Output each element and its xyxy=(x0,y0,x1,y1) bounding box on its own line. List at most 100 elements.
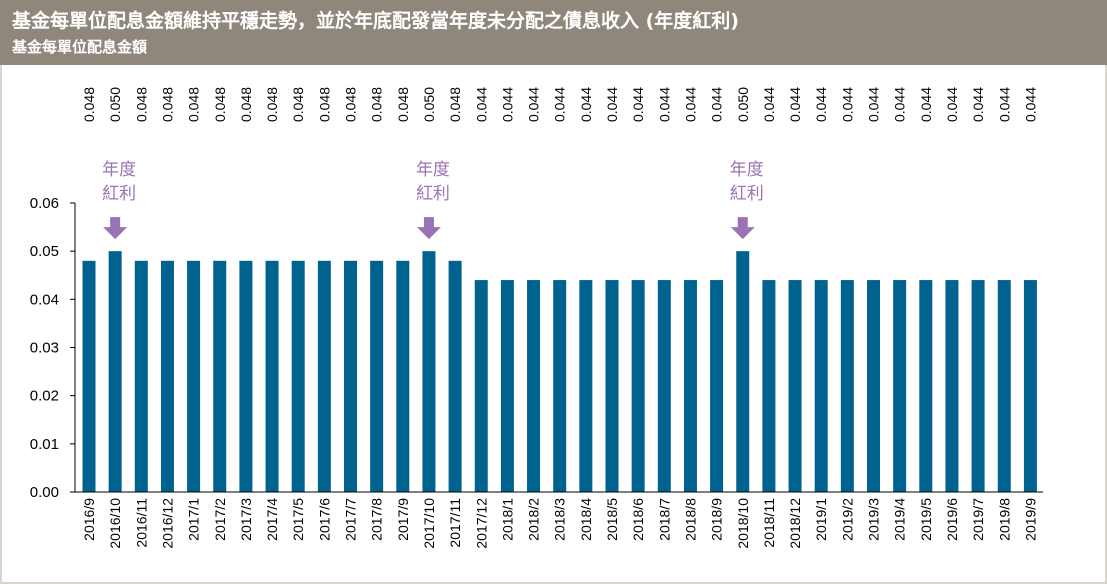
annotation-label: 年度 xyxy=(102,160,136,179)
x-tick-label: 2019/2 xyxy=(839,498,855,541)
bar xyxy=(527,280,541,492)
data-label: 0.044 xyxy=(1022,87,1038,122)
x-tick-label: 2019/5 xyxy=(918,498,934,541)
down-arrow-icon xyxy=(416,217,441,240)
x-tick-label: 2017/10 xyxy=(421,498,437,549)
x-tick-label: 2016/12 xyxy=(159,498,175,549)
data-label: 0.044 xyxy=(604,87,620,122)
data-label: 0.044 xyxy=(970,87,986,122)
x-tick-label: 2017/4 xyxy=(264,498,280,541)
y-tick-label: 0.04 xyxy=(30,291,59,308)
x-tick-label: 2017/8 xyxy=(369,498,385,541)
bar xyxy=(82,260,96,492)
data-label: 0.044 xyxy=(578,87,594,122)
data-label: 0.044 xyxy=(473,87,489,122)
x-tick-label: 2019/7 xyxy=(970,498,986,541)
data-label: 0.048 xyxy=(316,87,332,122)
data-label: 0.044 xyxy=(526,87,542,122)
bar xyxy=(631,280,645,492)
data-label: 0.048 xyxy=(81,87,97,122)
bar xyxy=(448,260,462,492)
data-label: 0.048 xyxy=(447,87,463,122)
x-tick-label: 2016/10 xyxy=(107,498,123,549)
down-arrow-icon xyxy=(730,217,755,240)
bar xyxy=(396,260,410,492)
data-label: 0.048 xyxy=(159,87,175,122)
x-tick-label: 2018/1 xyxy=(499,498,515,541)
bar xyxy=(474,280,488,492)
data-label: 0.044 xyxy=(918,87,934,122)
bar xyxy=(187,260,201,492)
x-tick-label: 2019/9 xyxy=(1022,498,1038,541)
bar xyxy=(945,280,959,492)
x-tick-label: 2019/6 xyxy=(944,498,960,541)
bar xyxy=(317,260,331,492)
bar xyxy=(579,280,593,492)
bar xyxy=(683,280,697,492)
bar xyxy=(605,280,619,492)
bar xyxy=(134,260,148,492)
data-label: 0.044 xyxy=(552,87,568,122)
data-label: 0.044 xyxy=(682,87,698,122)
data-label: 0.044 xyxy=(839,87,855,122)
bar xyxy=(867,280,880,492)
data-label: 0.044 xyxy=(813,87,829,122)
bar xyxy=(422,251,436,492)
data-label: 0.048 xyxy=(369,87,385,122)
x-tick-label: 2017/2 xyxy=(212,498,228,541)
data-label: 0.044 xyxy=(630,87,646,122)
annotation-label: 紅利 xyxy=(730,184,764,203)
bar xyxy=(814,280,828,492)
bar-chart: 0.00 0.01 0.02 0.03 0.04 0.05 0.06 2016/9 2016/1… xyxy=(30,87,1043,549)
bar xyxy=(736,251,750,492)
bar xyxy=(239,260,253,492)
x-tick-label: 2017/6 xyxy=(316,498,332,541)
data-label: 0.048 xyxy=(212,87,228,122)
data-label: 0.048 xyxy=(133,87,149,122)
data-label: 0.048 xyxy=(343,87,359,122)
bar xyxy=(553,280,567,492)
y-tick-label: 0.06 xyxy=(30,195,59,212)
x-tick-label: 2018/2 xyxy=(526,498,542,541)
x-tick-label: 2016/11 xyxy=(133,498,149,548)
x-tick-label: 2017/11 xyxy=(447,498,463,548)
bar xyxy=(971,280,985,492)
chart-subtitle: 基金每單位配息金額 xyxy=(12,38,148,56)
x-tick-label: 2018/3 xyxy=(552,498,568,541)
bar xyxy=(762,280,776,492)
data-label: 0.050 xyxy=(421,87,437,122)
bar xyxy=(344,260,357,492)
bar xyxy=(710,280,724,492)
data-label: 0.048 xyxy=(290,87,306,122)
chart-panel: 0.00 0.01 0.02 0.03 0.04 0.05 0.06 2016/9 2016/1… xyxy=(0,65,1107,584)
bar xyxy=(370,260,384,492)
bar xyxy=(1023,280,1037,492)
x-tick-label: 2016/9 xyxy=(81,498,97,541)
x-tick-label: 2017/7 xyxy=(343,498,359,541)
x-tick-label: 2017/1 xyxy=(186,498,202,541)
data-label: 0.044 xyxy=(787,87,803,122)
x-tick-label: 2017/9 xyxy=(395,498,411,541)
bar xyxy=(919,280,933,492)
data-label: 0.048 xyxy=(264,87,280,122)
x-tick-label: 2019/3 xyxy=(866,498,882,541)
x-tick-label: 2018/12 xyxy=(787,498,803,549)
annotation-label: 紅利 xyxy=(102,184,136,203)
data-label: 0.048 xyxy=(238,87,254,122)
x-tick-label: 2017/3 xyxy=(238,498,254,541)
bar xyxy=(997,280,1011,492)
x-tick-label: 2019/1 xyxy=(813,498,829,541)
data-label: 0.044 xyxy=(866,87,882,122)
x-tick-label: 2018/7 xyxy=(656,498,672,541)
bar xyxy=(213,260,227,492)
y-tick-label: 0.02 xyxy=(30,388,59,405)
chart-header: 基金每單位配息金額維持平穩走勢，並於年底配發當年度未分配之債息收入 (年度紅利)… xyxy=(0,0,1107,65)
data-label: 0.044 xyxy=(944,87,960,122)
x-tick-label: 2019/8 xyxy=(996,498,1012,541)
data-label: 0.050 xyxy=(107,87,123,122)
chart-title: 基金每單位配息金額維持平穩走勢，並於年底配發當年度未分配之債息收入 (年度紅利) xyxy=(12,10,739,32)
bar xyxy=(657,280,671,492)
down-arrow-icon xyxy=(103,217,128,240)
bar xyxy=(291,260,305,492)
data-label: 0.048 xyxy=(186,87,202,122)
